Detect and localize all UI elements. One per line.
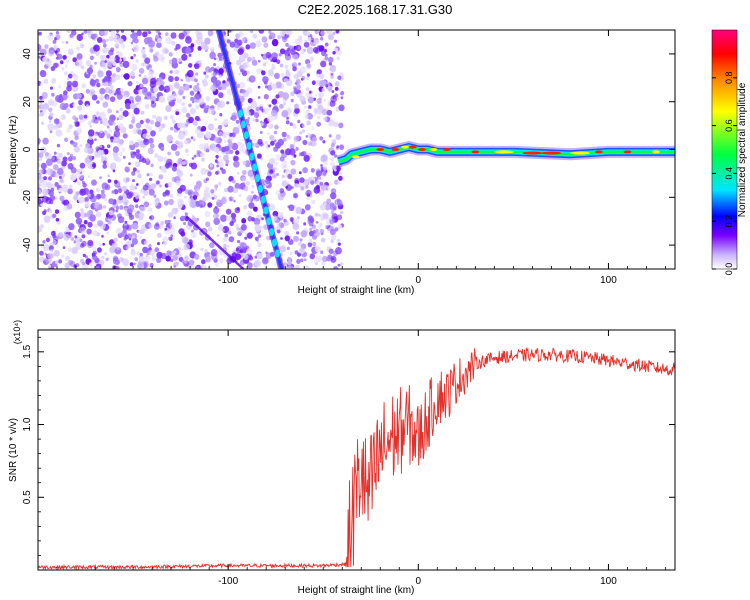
snr-y-axis-label: SNR (10 * v/v) — [8, 418, 19, 482]
diagonal-feature-peak — [260, 195, 266, 204]
diagonal-feature-peak — [266, 217, 272, 226]
colorbar: 0.0 0.2 0.4 0.6 0.8 Normalized spectral ampl… — [711, 29, 748, 276]
spectrogram-y-tick-label: 0 — [22, 146, 33, 152]
narrow-band-hotspot — [569, 151, 590, 155]
narrow-band-hotspot — [651, 150, 660, 154]
narrow-band-hotspot — [351, 155, 360, 159]
colorbar-tick-label: 0.2 — [724, 215, 734, 228]
faint-diagonal-feature — [185, 215, 245, 269]
snr-line — [38, 347, 675, 570]
colorbar-tick-label: 0.4 — [724, 167, 734, 180]
narrow-band-hotspot — [408, 145, 417, 149]
diagonal-feature-peak — [255, 174, 261, 183]
snr-y-tick-label: 1.0 — [22, 417, 33, 431]
chart-title: C2E2.2025.168.17.31.G30 — [297, 2, 453, 17]
narrow-band-hotspot — [594, 150, 603, 154]
snr-frame — [37, 329, 676, 571]
spectrogram-x-tick-label: 100 — [600, 275, 617, 286]
spectrogram-y-tick-label: 20 — [22, 96, 33, 108]
spectrogram-noise — [38, 30, 345, 269]
diagonal-feature-peak — [263, 206, 269, 215]
narrow-band-hotspot — [522, 151, 543, 155]
spectrogram-y-tick-label: -20 — [22, 190, 33, 205]
diagonal-feature-peak — [274, 249, 280, 258]
spectrogram-x-axis-label: Height of straight line (km) — [298, 285, 415, 296]
narrow-band-hotspot — [442, 148, 451, 151]
narrow-band-hotspot — [418, 148, 427, 151]
narrow-band-hotspot — [376, 148, 385, 151]
colorbar-gradient — [711, 29, 738, 270]
snr-y-tick-label: 0.5 — [22, 490, 33, 504]
colorbar-tick-label: 0.0 — [724, 263, 734, 276]
spectrogram-x-tick-label: -100 — [218, 275, 238, 286]
spectrogram-y-tick-label: -40 — [22, 237, 33, 252]
narrow-band-hotspot — [623, 150, 632, 154]
diagonal-feature-peak — [238, 109, 244, 118]
diagonal-feature-peak — [257, 184, 263, 193]
diagonal-feature-peak — [252, 163, 258, 172]
colorbar-label: Normalized spectral amplitude — [737, 82, 748, 217]
snr-y-tick-label: 1.5 — [22, 344, 33, 358]
diagonal-feature-peak — [249, 152, 255, 161]
spectrogram-x-tick-label: 0 — [416, 275, 422, 286]
spectrogram-y-axis-label: Frequency (Hz) — [8, 116, 19, 185]
narrow-band-hotspot — [429, 148, 438, 151]
narrow-band-hotspot — [471, 150, 480, 154]
diagonal-feature-peak — [269, 227, 275, 236]
colorbar-tick-label: 0.6 — [724, 119, 734, 132]
diagonal-feature-peak — [243, 131, 249, 140]
snr-x-tick-label: 100 — [600, 576, 617, 587]
diagonal-feature-peak — [240, 120, 246, 129]
spectrogram-panel: -100 0 100 -40 -20 0 20 40 Height of straight l… — [8, 29, 676, 296]
snr-y-multiplier: (x10⁴) — [12, 320, 22, 344]
spectrogram-y-tick-label: 40 — [22, 48, 33, 60]
snr-x-tick-label: 0 — [416, 576, 422, 587]
narrow-band-hotspot — [541, 151, 562, 155]
narrow-band-hotspot — [391, 148, 400, 151]
narrow-band-hotspot — [400, 145, 409, 149]
diagonal-feature-peak — [271, 238, 277, 247]
snr-x-axis-label: Height of straight line (km) — [298, 585, 415, 596]
narrow-band-hotspot — [493, 150, 514, 154]
snr-panel: -100 0 100 0.5 1.0 1.5 Height of straight lin… — [8, 320, 676, 596]
diagonal-feature-peak — [246, 141, 252, 150]
snr-x-tick-label: -100 — [218, 576, 238, 587]
colorbar-tick-label: 0.8 — [724, 72, 734, 85]
